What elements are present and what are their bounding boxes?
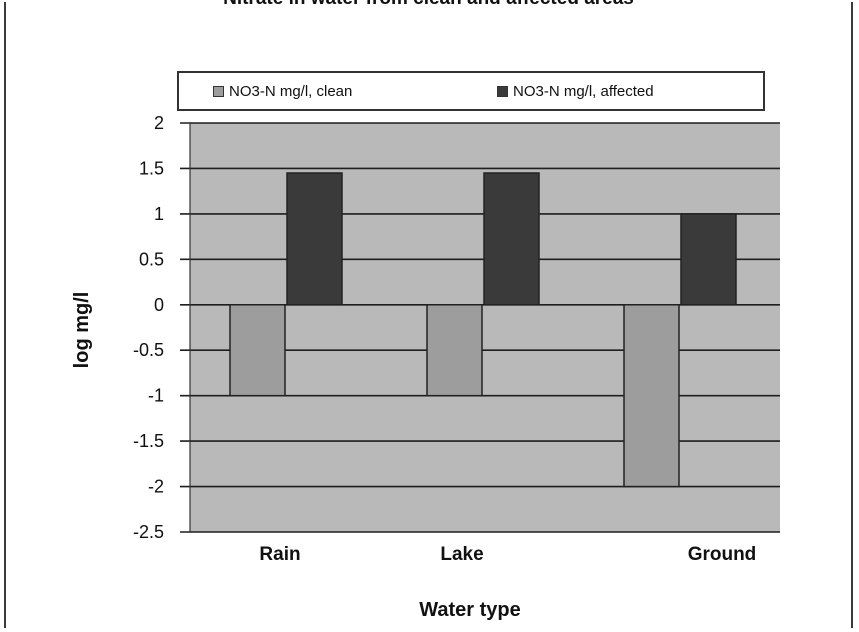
x-tick-label: Lake <box>440 544 483 565</box>
legend-item-clean: NO3-N mg/l, clean <box>213 83 352 100</box>
y-tick-label: -2.5 <box>133 522 164 542</box>
y-tick-label: -1.5 <box>133 431 164 451</box>
legend-swatch-clean <box>213 86 224 97</box>
y-tick-label: -1 <box>148 386 164 406</box>
legend-item-affected: NO3-N mg/l, affected <box>497 83 654 100</box>
legend: NO3-N mg/l, clean NO3-N mg/l, affected <box>177 71 765 111</box>
chart-title: Nitrate in water from clean and affected… <box>6 0 851 10</box>
bars <box>229 172 737 488</box>
y-tick-label: -0.5 <box>133 340 164 360</box>
legend-label-clean: NO3-N mg/l, clean <box>229 83 353 100</box>
y-tick-labels: 2 1.5 1 0.5 0 -0.5 -1 -1.5 -2 -2.5 <box>133 113 164 542</box>
y-axis-title: log mg/l <box>71 292 93 369</box>
bar-affected-rain <box>286 172 343 306</box>
bar-clean-rain <box>229 304 286 397</box>
x-tick-label: Ground <box>688 544 757 565</box>
y-tick-label: 1.5 <box>139 158 164 178</box>
legend-swatch-affected <box>497 86 508 97</box>
x-axis-title: Water type <box>419 599 521 621</box>
bar-clean-ground <box>623 304 680 488</box>
bar-affected-lake <box>483 172 540 306</box>
y-tick-label: 0.5 <box>139 249 164 269</box>
x-tick-label: Rain <box>259 544 300 565</box>
y-tick-label: -2 <box>148 477 164 497</box>
y-tick-label: 1 <box>154 204 164 224</box>
y-tick-label: 0 <box>154 295 164 315</box>
bar-affected-ground <box>680 213 737 306</box>
legend-label-affected: NO3-N mg/l, affected <box>513 83 654 100</box>
y-tick-label: 2 <box>154 113 164 133</box>
bar-clean-lake <box>426 304 483 397</box>
x-tick-labels: Rain Lake Ground <box>259 544 756 565</box>
